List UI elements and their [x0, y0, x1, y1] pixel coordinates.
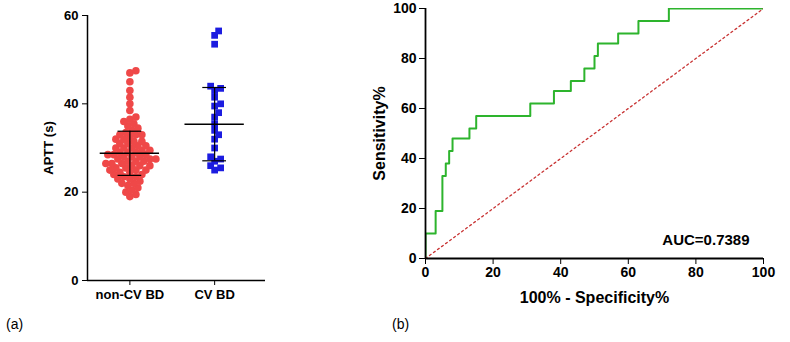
- html-text:(a): (a): [6, 316, 24, 332]
- html-text:(b): (b): [392, 316, 410, 332]
- svg-text:20: 20: [485, 264, 501, 280]
- svg-text:APTT (s): APTT (s): [41, 121, 56, 174]
- svg-text:100: 100: [393, 0, 417, 16]
- svg-text:100% - Specificity%: 100% - Specificity%: [520, 289, 669, 306]
- svg-text:80: 80: [688, 264, 704, 280]
- svg-text:40: 40: [64, 96, 78, 111]
- svg-text:Sensitivity%: Sensitivity%: [371, 86, 388, 180]
- svg-text:60: 60: [401, 100, 417, 116]
- svg-text:non-CV BD: non-CV BD: [96, 287, 165, 302]
- svg-text:CV BD: CV BD: [194, 287, 234, 302]
- svg-text:20: 20: [64, 184, 78, 199]
- svg-text:40: 40: [553, 264, 569, 280]
- svg-text:80: 80: [401, 50, 417, 66]
- svg-text:AUC=0.7389: AUC=0.7389: [662, 231, 749, 248]
- svg-text:60: 60: [64, 8, 78, 23]
- svg-text:20: 20: [401, 200, 417, 216]
- svg-text:60: 60: [621, 264, 637, 280]
- svg-text:0: 0: [422, 264, 430, 280]
- svg-text:0: 0: [409, 250, 417, 266]
- svg-text:0: 0: [71, 273, 78, 288]
- svg-text:100: 100: [752, 264, 776, 280]
- svg-text:40: 40: [401, 150, 417, 166]
